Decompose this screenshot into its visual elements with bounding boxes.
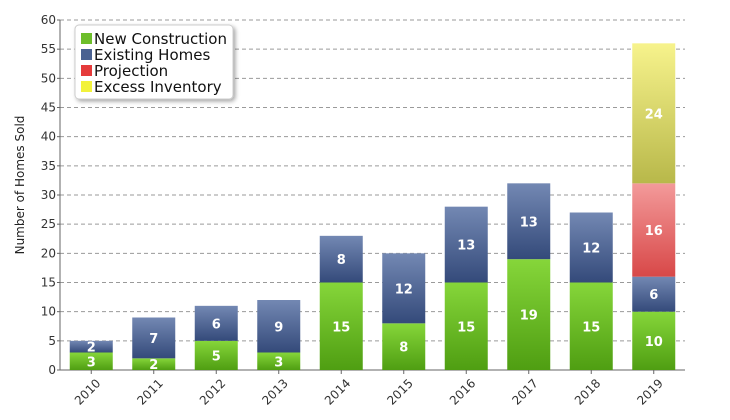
- bar-value-label: 12: [582, 242, 600, 257]
- y-tick-label: 50: [41, 71, 56, 85]
- bar-value-label: 13: [457, 239, 475, 254]
- bar-value-label: 2: [149, 358, 158, 373]
- bar-value-label: 3: [87, 355, 96, 370]
- bar-value-label: 15: [582, 320, 600, 335]
- y-tick-label: 60: [41, 13, 56, 27]
- legend-swatch-projection: [81, 65, 92, 76]
- y-tick-label: 40: [41, 130, 56, 144]
- bar-value-label: 2: [87, 341, 96, 356]
- bar-value-label: 15: [457, 320, 475, 335]
- x-tick-label: 2012: [197, 376, 228, 407]
- bar-value-label: 19: [520, 309, 538, 324]
- x-tick-label: 2018: [572, 376, 603, 407]
- legend-swatch-new-construction: [81, 33, 92, 44]
- y-tick-label: 0: [48, 363, 56, 377]
- bar-value-label: 15: [332, 320, 350, 335]
- chart-container: 0 5 10 15 20 25 30 35 40 45 50 55 60 2010 2011 2012 2013…: [0, 0, 730, 420]
- y-tick-label: 20: [41, 246, 56, 260]
- bar-value-label: 12: [395, 282, 413, 297]
- x-tick-label: 2013: [259, 376, 290, 407]
- stacked-bar-chart: 0510152025303540455055602010 2011 2012 2013…: [0, 0, 730, 420]
- bar-value-label: 6: [212, 317, 221, 332]
- bar-value-label: 10: [645, 335, 663, 350]
- x-tick-label: 2015: [384, 376, 415, 407]
- y-tick-label: 25: [41, 217, 56, 231]
- y-axis-title: Number of Homes Sold: [13, 116, 27, 255]
- legend-label-excess-inventory: Excess Inventory: [94, 78, 222, 96]
- bar-value-label: 9: [274, 320, 283, 335]
- y-tick-label: 55: [41, 42, 56, 56]
- bar-value-label: 5: [212, 349, 221, 364]
- bar-value-label: 24: [645, 107, 663, 122]
- bar-value-label: 13: [520, 215, 538, 230]
- legend-swatch-existing-homes: [81, 49, 92, 60]
- bar-value-label: 6: [649, 288, 658, 303]
- bar-value-label: 8: [399, 341, 408, 356]
- y-tick-label: 35: [41, 159, 56, 173]
- bar-value-label: 8: [337, 253, 346, 268]
- bar-value-label: 16: [645, 224, 663, 239]
- x-tick-label: 2010: [72, 376, 103, 407]
- x-tick-label: 2016: [447, 376, 478, 407]
- legend-swatch-excess-inventory: [81, 81, 92, 92]
- x-tick-label: 2019: [634, 376, 665, 407]
- x-tick-label: 2011: [134, 376, 165, 407]
- x-tick-label: 2017: [509, 376, 540, 407]
- y-tick-label: 15: [41, 276, 56, 290]
- y-tick-label: 10: [41, 305, 56, 319]
- y-tick-label: 45: [41, 101, 56, 115]
- y-tick-label: 5: [48, 334, 56, 348]
- bar-value-label: 3: [274, 355, 283, 370]
- x-tick-label: 2014: [322, 376, 353, 407]
- bar-value-label: 7: [149, 332, 158, 347]
- y-tick-label: 30: [41, 188, 56, 202]
